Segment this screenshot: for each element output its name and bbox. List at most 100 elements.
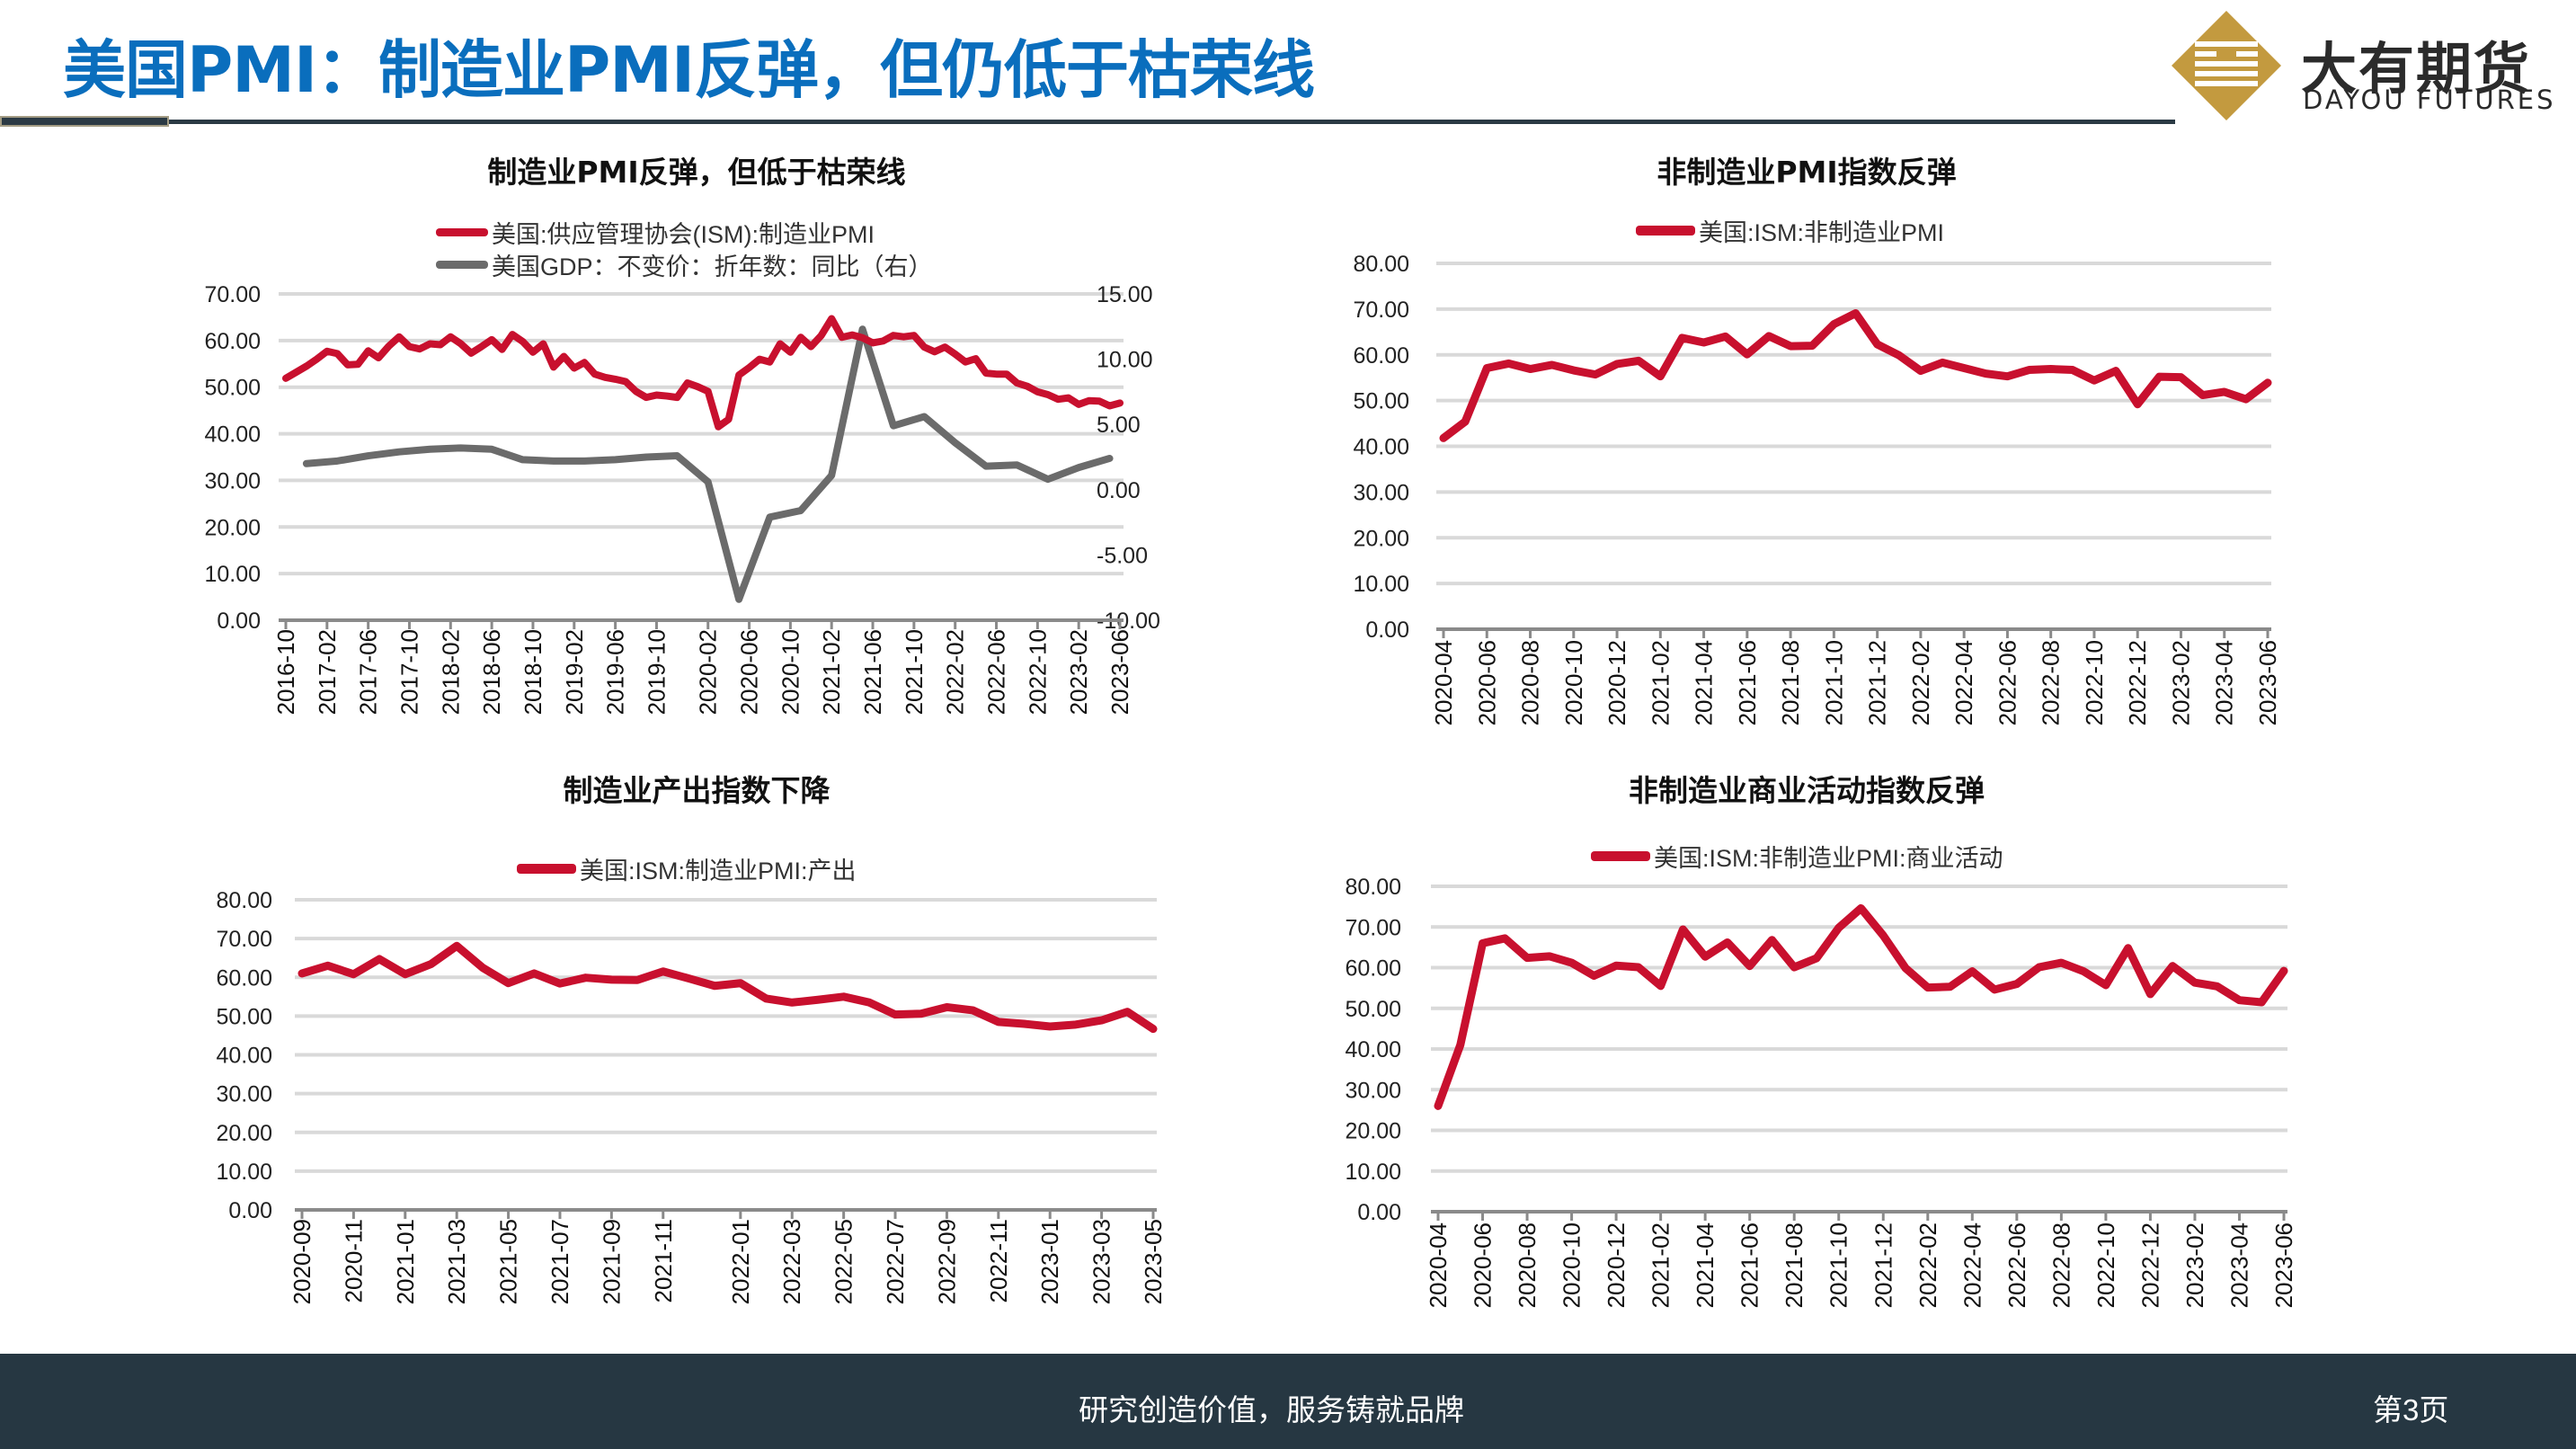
x-tick-label: 2018-02 bbox=[437, 629, 464, 715]
chart-plot: 80.00 70.00 60.00 50.00 40.00 30.00 20.00 10.00… bbox=[1353, 252, 2281, 725]
y-tick-label: 80.00 bbox=[1345, 875, 1401, 900]
x-tick-label: 2020-12 bbox=[1603, 1222, 1630, 1308]
x-tick-label: 2023-04 bbox=[2225, 1222, 2252, 1308]
plot-area: 80.00 70.00 60.00 50.00 40.00 30.00 20.00 10.00… bbox=[216, 888, 1167, 1304]
x-tick-label: 2022-08 bbox=[2038, 640, 2065, 725]
chart-legend: 美国:供应管理协会(ISM):制造业PMI 美国GDP：不变价：折年数：同比（右… bbox=[436, 216, 933, 280]
y2-tick-label: 5.00 bbox=[1097, 413, 1141, 438]
x-tick-label: 2022-02 bbox=[1907, 640, 1934, 725]
x-tick-label: 2021-11 bbox=[650, 1219, 677, 1303]
x-tick-label: 2022-06 bbox=[2003, 1222, 2030, 1308]
x-tick-label: 2020-09 bbox=[289, 1219, 315, 1304]
x-tick-label: 2019-06 bbox=[602, 629, 629, 715]
x-tick-label: 2022-03 bbox=[778, 1219, 805, 1304]
footer-slogan: 研究创造价值，服务铸就品牌 bbox=[1079, 1393, 1464, 1427]
y-tick-label: 10.00 bbox=[216, 1160, 272, 1185]
x-tick-label: 2023-06 bbox=[2270, 1222, 2297, 1308]
y-tick-label: 40.00 bbox=[216, 1044, 272, 1069]
y-tick-label: 30.00 bbox=[1345, 1078, 1401, 1103]
x-tick-label: 2021-08 bbox=[1777, 640, 1804, 725]
x-tick-label: 2023-06 bbox=[1106, 629, 1133, 715]
x-tick-label: 2016-10 bbox=[272, 629, 299, 715]
x-tick-label: 2023-02 bbox=[1065, 629, 1092, 715]
y-tick-label: 40.00 bbox=[204, 422, 261, 448]
legend-item: 美国:ISM:非制造业PMI:商业活动 bbox=[1591, 840, 2003, 872]
x-tick-label: 2021-09 bbox=[598, 1219, 625, 1304]
footer-bar: 研究创造价值，服务铸就品牌 第3页 bbox=[0, 1354, 2576, 1449]
y-tick-label: 50.00 bbox=[1353, 389, 1409, 414]
y-tick-label: 30.00 bbox=[216, 1082, 272, 1107]
y-tick-label: 10.00 bbox=[1345, 1160, 1401, 1185]
y-tick-label: 50.00 bbox=[1345, 997, 1401, 1022]
y-tick-label: 30.00 bbox=[1353, 480, 1409, 505]
x-tick-label: 2023-04 bbox=[2211, 640, 2238, 725]
chart-plot: 70.00 60.00 50.00 40.00 30.00 20.00 10.00 0.00 1… bbox=[204, 282, 1159, 715]
x-tick-label: 2022-04 bbox=[1959, 1222, 1985, 1308]
x-tick-label: 2022-10 bbox=[2081, 640, 2108, 725]
y-tick-label: 80.00 bbox=[216, 888, 272, 913]
legend-swatch bbox=[1636, 225, 1695, 236]
logo-diamond-icon bbox=[2172, 11, 2281, 120]
y2-tick-label: -5.00 bbox=[1097, 543, 1148, 568]
legend-label: 美国GDP：不变价：折年数：同比（右） bbox=[492, 253, 933, 280]
x-tick-label: 2019-02 bbox=[561, 629, 588, 715]
x-tick-label: 2018-06 bbox=[478, 629, 505, 715]
y-tick-label: 20.00 bbox=[216, 1121, 272, 1146]
y-tick-label: 60.00 bbox=[204, 329, 261, 354]
x-tick-label: 2021-03 bbox=[443, 1219, 470, 1304]
y-tick-label: 0.00 bbox=[217, 609, 261, 634]
x-tick-label: 2020-04 bbox=[1430, 640, 1457, 725]
legend-label: 美国:供应管理协会(ISM):制造业PMI bbox=[492, 220, 875, 248]
y2-tick-label: 0.00 bbox=[1097, 478, 1141, 503]
x-tick-label: 2020-02 bbox=[695, 629, 722, 715]
y-tick-label: 0.00 bbox=[1365, 618, 1409, 643]
x-tick-label: 2022-12 bbox=[2124, 640, 2151, 725]
legend-item: 美国:ISM:制造业PMI:产出 bbox=[517, 852, 857, 885]
x-tick-label: 2021-02 bbox=[1647, 640, 1674, 725]
x-tick-label: 2020-10 bbox=[1560, 640, 1587, 725]
x-tick-label: 2021-01 bbox=[392, 1219, 419, 1304]
x-tick-label: 2022-08 bbox=[2047, 1222, 2074, 1308]
page-number: 第3页 bbox=[2373, 1393, 2449, 1427]
plot-area: 80.00 70.00 60.00 50.00 40.00 30.00 20.00 10.00… bbox=[1353, 252, 2281, 725]
y2-tick-label: 10.00 bbox=[1097, 348, 1153, 373]
y-tick-label: 60.00 bbox=[216, 965, 272, 991]
y-tick-label: 30.00 bbox=[204, 468, 261, 493]
x-tick-label: 2022-02 bbox=[942, 629, 969, 715]
series-line-gdp bbox=[302, 325, 1114, 603]
x-tick-label: 2022-06 bbox=[983, 629, 1010, 715]
y-tick-label: 10.00 bbox=[1353, 572, 1409, 597]
x-tick-label: 2023-02 bbox=[2167, 640, 2194, 725]
y2-tick-label: 15.00 bbox=[1097, 282, 1153, 307]
legend-item: 美国:供应管理协会(ISM):制造业PMI bbox=[436, 216, 933, 248]
legend-label: 美国:ISM:非制造业PMI:商业活动 bbox=[1654, 844, 2003, 872]
x-tick-label: 2022-11 bbox=[985, 1219, 1012, 1303]
x-tick-label: 2019-10 bbox=[643, 629, 670, 715]
x-tick-label: 2021-12 bbox=[1864, 640, 1891, 725]
x-tick-label: 2022-09 bbox=[933, 1219, 960, 1304]
x-tick-label: 2022-01 bbox=[727, 1219, 754, 1304]
title-divider-accent bbox=[0, 116, 169, 127]
x-tick-label: 2022-12 bbox=[2136, 1222, 2163, 1308]
y-tick-label: 20.00 bbox=[204, 515, 261, 540]
x-tick-label: 2020-10 bbox=[777, 629, 804, 715]
x-tick-label: 2017-02 bbox=[314, 629, 341, 715]
series-line-main bbox=[282, 315, 1124, 431]
y-tick-label: 70.00 bbox=[216, 927, 272, 952]
chart-plot: 80.00 70.00 60.00 50.00 40.00 30.00 20.00 10.00… bbox=[216, 888, 1167, 1304]
x-tick-label: 2020-06 bbox=[736, 629, 763, 715]
y-tick-label: 20.00 bbox=[1353, 526, 1409, 551]
x-tick-label: 2021-08 bbox=[1781, 1222, 1808, 1308]
x-tick-label: 2021-10 bbox=[901, 629, 928, 715]
x-tick-label: 2022-10 bbox=[1024, 629, 1051, 715]
x-tick-label: 2021-06 bbox=[859, 629, 886, 715]
x-tick-label: 2020-04 bbox=[1425, 1222, 1452, 1308]
x-tick-label: 2020-08 bbox=[1517, 640, 1544, 725]
x-tick-label: 2023-01 bbox=[1036, 1219, 1063, 1304]
y-tick-label: 70.00 bbox=[1353, 298, 1409, 323]
chart-legend: 美国:ISM:制造业PMI:产出 bbox=[517, 852, 857, 885]
x-tick-label: 2020-10 bbox=[1559, 1222, 1586, 1308]
legend-item: 美国:ISM:非制造业PMI bbox=[1636, 214, 1944, 246]
logo-english-name: DAYOU FUTURES bbox=[2303, 84, 2556, 115]
x-tick-label: 2020-06 bbox=[1473, 640, 1500, 725]
